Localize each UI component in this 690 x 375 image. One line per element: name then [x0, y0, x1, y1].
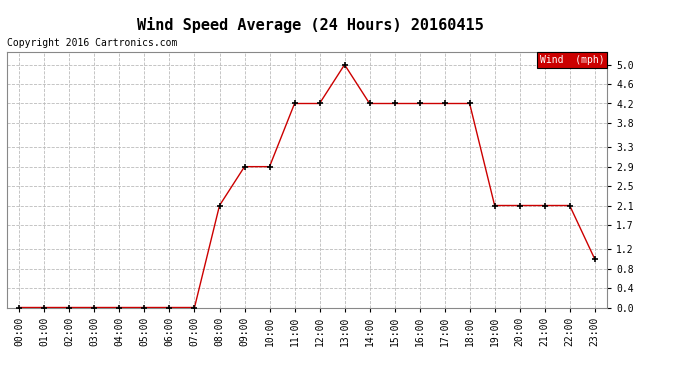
Text: Copyright 2016 Cartronics.com: Copyright 2016 Cartronics.com [7, 38, 177, 48]
Text: Wind Speed Average (24 Hours) 20160415: Wind Speed Average (24 Hours) 20160415 [137, 17, 484, 33]
Text: Wind  (mph): Wind (mph) [540, 55, 604, 65]
